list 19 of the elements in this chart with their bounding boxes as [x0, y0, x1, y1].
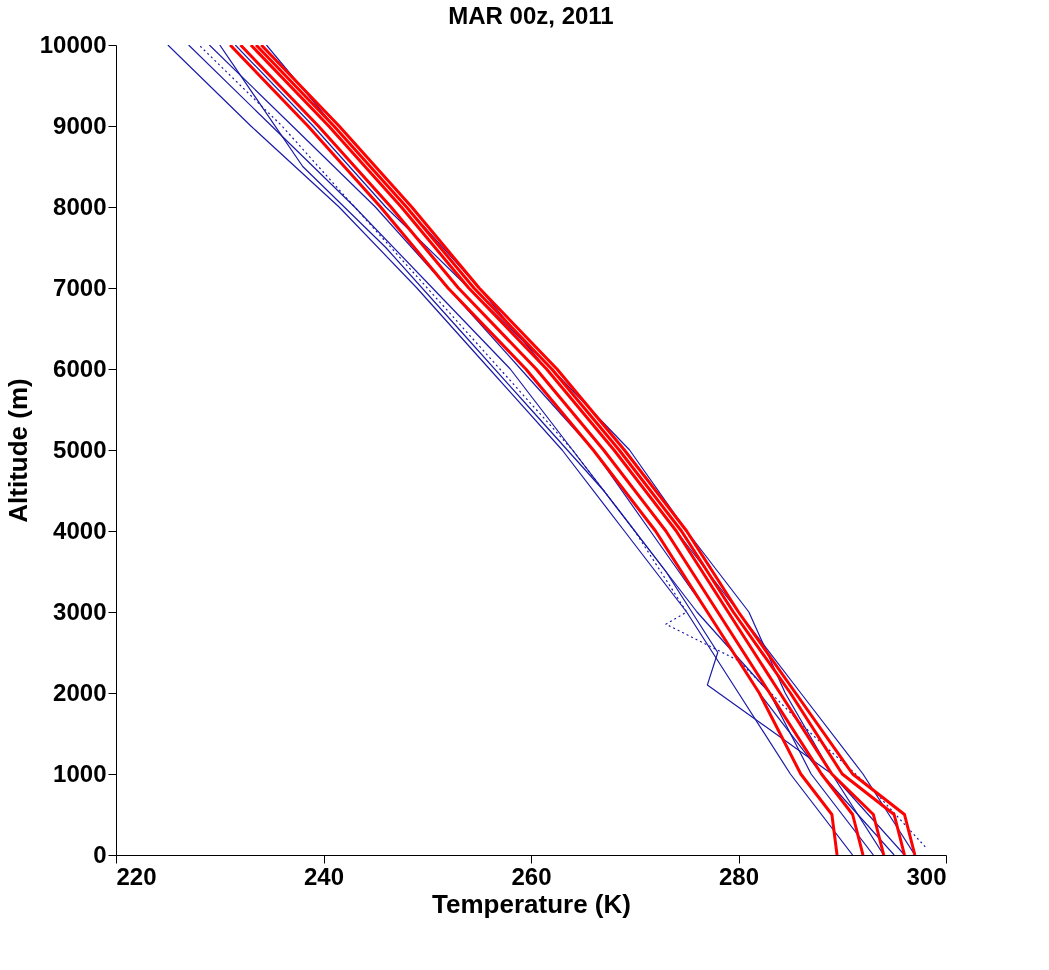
x-axis-title: Temperature (K)	[432, 888, 631, 919]
x-tick-label: 220	[116, 862, 157, 890]
chart-title: MAR 00z, 2011	[448, 2, 614, 29]
y-tick-label: 8000	[53, 192, 107, 220]
y-tick-label: 9000	[53, 111, 107, 139]
y-tick-label: 5000	[53, 435, 107, 463]
y-tick-label: 3000	[53, 597, 107, 625]
y-tick-label: 1000	[53, 759, 107, 787]
x-tick-label: 300	[906, 862, 947, 890]
y-axis-title: Altitude (m)	[2, 378, 33, 523]
y-tick-label: 10000	[39, 30, 107, 58]
y-tick-label: 6000	[53, 354, 107, 382]
y-tick-label: 2000	[53, 678, 107, 706]
x-tick-label: 240	[303, 862, 345, 890]
y-tick-label: 4000	[53, 516, 107, 544]
x-tick-label: 260	[511, 862, 552, 890]
y-tick-label: 0	[93, 840, 107, 868]
x-tick-label: 280	[718, 862, 760, 890]
y-tick-label: 7000	[53, 273, 107, 301]
